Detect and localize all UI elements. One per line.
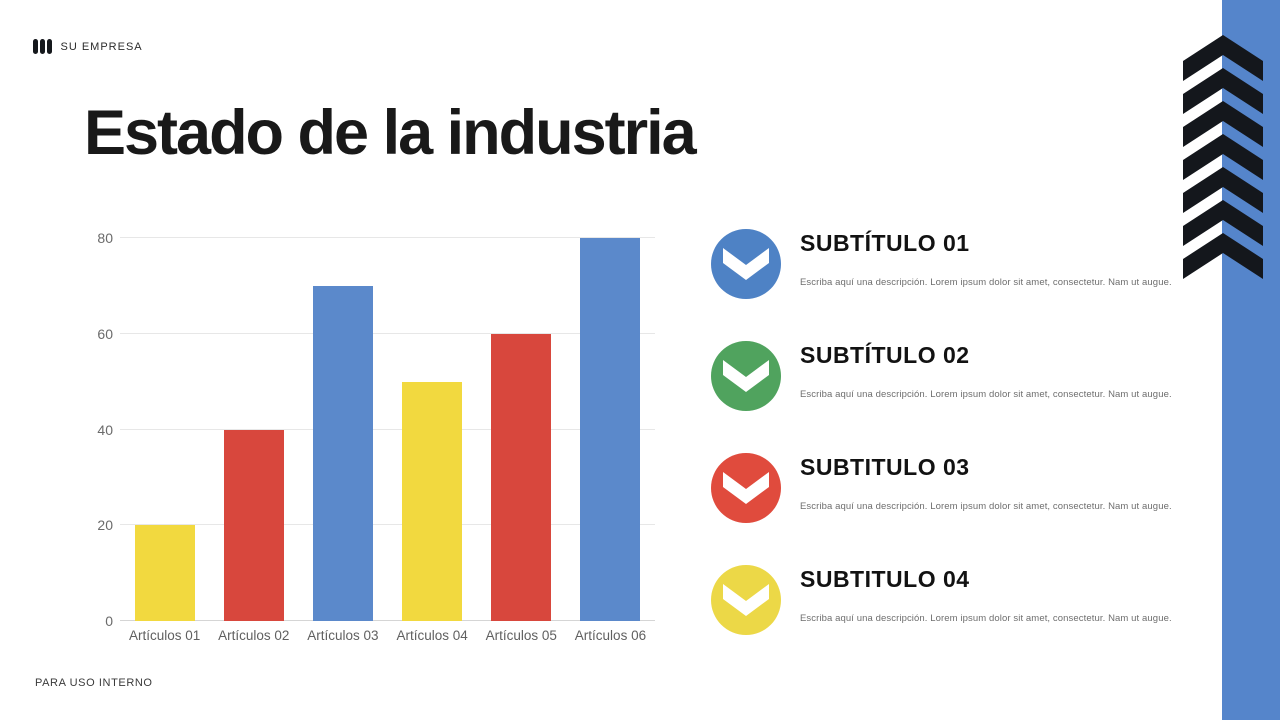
subtitle-item-1: SUBTÍTULO 01 Escriba aquí una descripció… [711, 229, 1181, 299]
chevron-up-icon [1183, 167, 1263, 213]
chart-bars [120, 238, 655, 621]
gridline [120, 237, 655, 238]
subtitle-item-3: SUBTITULO 03 Escriba aquí una descripció… [711, 453, 1181, 523]
bar-slot [298, 238, 387, 621]
bar-slot [477, 238, 566, 621]
y-tick-label: 40 [97, 421, 113, 438]
bar-slot [120, 238, 209, 621]
brand-name: SU EMPRESA [60, 40, 143, 53]
bar-slot [209, 238, 298, 621]
subtitle-description: Escriba aquí una descripción. Lorem ipsu… [800, 389, 1172, 400]
gridline [120, 620, 655, 621]
chevron-down-icon [711, 453, 781, 523]
y-tick-label: 0 [105, 613, 113, 629]
chevron-down-icon [711, 565, 781, 635]
gridline [120, 332, 655, 334]
brand: SU EMPRESA [33, 39, 143, 54]
subtitle-description: Escriba aquí una descripción. Lorem ipsu… [800, 277, 1172, 288]
bar-Artículos 06 [580, 238, 641, 621]
chevron-up-icon [1183, 233, 1263, 279]
subtitle-heading: SUBTÍTULO 02 [800, 342, 970, 368]
x-tick-label: Artículos 03 [307, 628, 379, 643]
subtitle-text: SUBTITULO 04 Escriba aquí una descripció… [800, 565, 1172, 635]
subtitle-text: SUBTÍTULO 02 Escriba aquí una descripció… [800, 341, 1172, 411]
bar-Artículos 01 [134, 525, 195, 621]
y-tick-label: 80 [97, 230, 113, 246]
bar-slot [566, 238, 655, 621]
gridline [120, 524, 655, 526]
subtitle-heading: SUBTITULO 04 [800, 566, 970, 592]
x-tick-label: Artículos 02 [218, 628, 290, 643]
chevron-up-icon [1183, 68, 1263, 114]
chevron-up-icon [1183, 101, 1263, 147]
y-tick-label: 60 [97, 325, 113, 342]
x-tick-label: Artículos 06 [574, 628, 647, 643]
x-tick-label: Artículos 01 [128, 628, 201, 643]
subtitle-heading: SUBTITULO 03 [800, 454, 970, 480]
chart-plot [120, 237, 655, 621]
chevron-up-icon [1183, 134, 1263, 180]
subtitle-description: Escriba aquí una descripción. Lorem ipsu… [800, 501, 1172, 512]
subtitle-heading: SUBTÍTULO 01 [800, 230, 970, 256]
bar-Artículos 03 [312, 285, 373, 621]
x-axis-labels: Artículos 01 Artículos 02 Artículos 03 Artí… [120, 628, 655, 643]
bar-Artículos 02 [223, 429, 284, 621]
subtitle-item-4: SUBTITULO 04 Escriba aquí una descripció… [711, 565, 1181, 635]
bar-Artículos 05 [491, 333, 552, 621]
bar-slot [388, 238, 477, 621]
x-tick-label: Artículos 05 [485, 628, 557, 643]
y-axis-labels: 0 20 40 60 80 [75, 231, 113, 628]
gridline [120, 428, 655, 430]
chevron-up-icon [1183, 200, 1263, 246]
chevron-down-icon [711, 229, 781, 299]
y-tick-label: 20 [97, 517, 113, 534]
bar-chart: 0 20 40 60 80 Artículos 01 Artículos 02 Artícu… [75, 230, 665, 648]
footer-note: PARA USO INTERNO [35, 677, 153, 689]
subtitle-list: SUBTÍTULO 01 Escriba aquí una descripció… [711, 229, 1181, 677]
subtitle-text: SUBTÍTULO 01 Escriba aquí una descripció… [800, 229, 1172, 299]
subtitle-text: SUBTITULO 03 Escriba aquí una descripció… [800, 453, 1172, 523]
chevron-down-icon [711, 341, 781, 411]
three-bars-icon [33, 39, 52, 54]
chevron-up-icon [1183, 35, 1263, 81]
subtitle-description: Escriba aquí una descripción. Lorem ipsu… [800, 613, 1172, 624]
page-title: Estado de la industria [84, 98, 697, 168]
x-tick-label: Artículos 04 [396, 628, 468, 643]
subtitle-item-2: SUBTÍTULO 02 Escriba aquí una descripció… [711, 341, 1181, 411]
bar-Artículos 04 [402, 381, 463, 621]
